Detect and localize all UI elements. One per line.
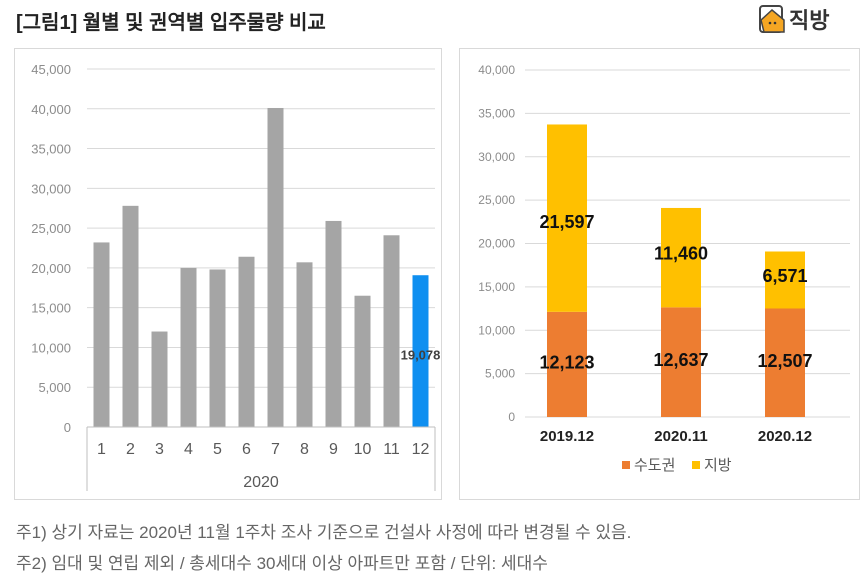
bar-2020.12-1 — [765, 251, 805, 309]
legend-label: 지방 — [704, 457, 732, 474]
y-tick-label: 10,000 — [478, 323, 515, 337]
bar-11 — [383, 235, 400, 427]
footnote-2: 주2) 임대 및 연립 제외 / 총세대수 30세대 이상 아파트만 포함 / … — [16, 554, 548, 573]
bar-10 — [354, 295, 371, 427]
data-label: 19,078 — [401, 347, 441, 362]
bar-4 — [180, 267, 197, 427]
bar-12 — [412, 275, 429, 427]
y-tick-label: 5,000 — [38, 380, 71, 395]
x-tick-label: 9 — [329, 441, 338, 458]
x-group-label: 2020 — [243, 474, 279, 491]
bar-2 — [122, 205, 139, 427]
x-tick-label: 2019.12 — [540, 428, 594, 445]
y-tick-label: 20,000 — [31, 261, 71, 276]
x-tick-label: 7 — [271, 441, 280, 458]
bar-2019.12-1 — [547, 124, 587, 312]
data-label: 12,637 — [653, 350, 708, 370]
x-tick-label: 2020.12 — [758, 428, 812, 445]
y-tick-label: 30,000 — [31, 181, 71, 196]
monthly-chart-panel: 0 5,000 10,000 15,000 20,000 25,000 30,000 35,0… — [14, 48, 442, 500]
bar-1 — [93, 242, 110, 427]
y-tick-label: 10,000 — [31, 340, 71, 355]
data-label: 6,571 — [762, 266, 807, 286]
y-tick-label: 35,000 — [31, 142, 71, 157]
regional-stacked-chart: 0 5,000 10,000 15,000 20,000 25,000 30,000 35,0… — [478, 63, 850, 474]
y-tick-label: 40,000 — [31, 102, 71, 117]
x-tick-label: 5 — [213, 441, 222, 458]
y-tick-label: 15,000 — [31, 301, 71, 316]
legend-label: 수도권 — [634, 457, 675, 474]
y-tick-label: 35,000 — [478, 106, 515, 120]
bar-8 — [296, 262, 313, 427]
y-tick-label: 15,000 — [478, 280, 515, 294]
data-label: 12,507 — [757, 351, 812, 371]
y-tick-label: 25,000 — [478, 193, 515, 207]
data-label: 11,460 — [654, 244, 708, 264]
logo-text: 직방 — [789, 8, 830, 33]
bar-2020.11-0 — [661, 307, 701, 417]
bar-6 — [238, 256, 255, 427]
y-tick-label: 40,000 — [478, 63, 515, 77]
x-tick-label: 4 — [184, 441, 193, 458]
x-tick-label: 2020.11 — [654, 428, 707, 445]
bar-3 — [151, 331, 168, 427]
data-label: 21,597 — [539, 212, 594, 232]
y-tick-label: 30,000 — [478, 150, 515, 164]
x-tick-label: 3 — [155, 441, 164, 458]
bar-5 — [209, 269, 226, 427]
logo: 직방 — [758, 3, 829, 35]
x-tick-label: 2 — [126, 441, 135, 458]
y-tick-label: 20,000 — [478, 237, 515, 251]
x-tick-label: 12 — [412, 441, 430, 458]
x-tick-label: 10 — [354, 441, 372, 458]
y-tick-label: 45,000 — [31, 62, 71, 77]
footnote-1: 주1) 상기 자료는 2020년 11월 1주차 조사 기준으로 건설사 사정에… — [16, 523, 632, 542]
monthly-bar-chart: 0 5,000 10,000 15,000 20,000 25,000 30,000 35,0… — [31, 62, 441, 491]
bar-2020.11-1 — [661, 207, 701, 308]
legend-swatch — [622, 461, 630, 469]
y-tick-label: 25,000 — [31, 221, 71, 236]
data-label: 12,123 — [539, 352, 594, 372]
regional-chart-panel: 0 5,000 10,000 15,000 20,000 25,000 30,000 35,0… — [459, 48, 860, 500]
legend-swatch — [692, 461, 700, 469]
bar-2020.12-0 — [765, 308, 805, 417]
page-title: [그림1] 월별 및 권역별 입주물량 비교 — [16, 12, 326, 34]
x-tick-label: 1 — [97, 441, 106, 458]
x-tick-label: 11 — [383, 441, 400, 458]
x-tick-label: 6 — [242, 441, 251, 458]
y-tick-label: 5,000 — [485, 367, 515, 381]
y-tick-label: 0 — [508, 410, 515, 424]
bar-7 — [267, 107, 284, 427]
x-tick-label: 8 — [300, 441, 309, 458]
house-logo-icon — [759, 5, 785, 33]
bar-9 — [325, 220, 342, 427]
y-tick-label: 0 — [64, 420, 71, 435]
bar-2019.12-0 — [547, 311, 587, 417]
